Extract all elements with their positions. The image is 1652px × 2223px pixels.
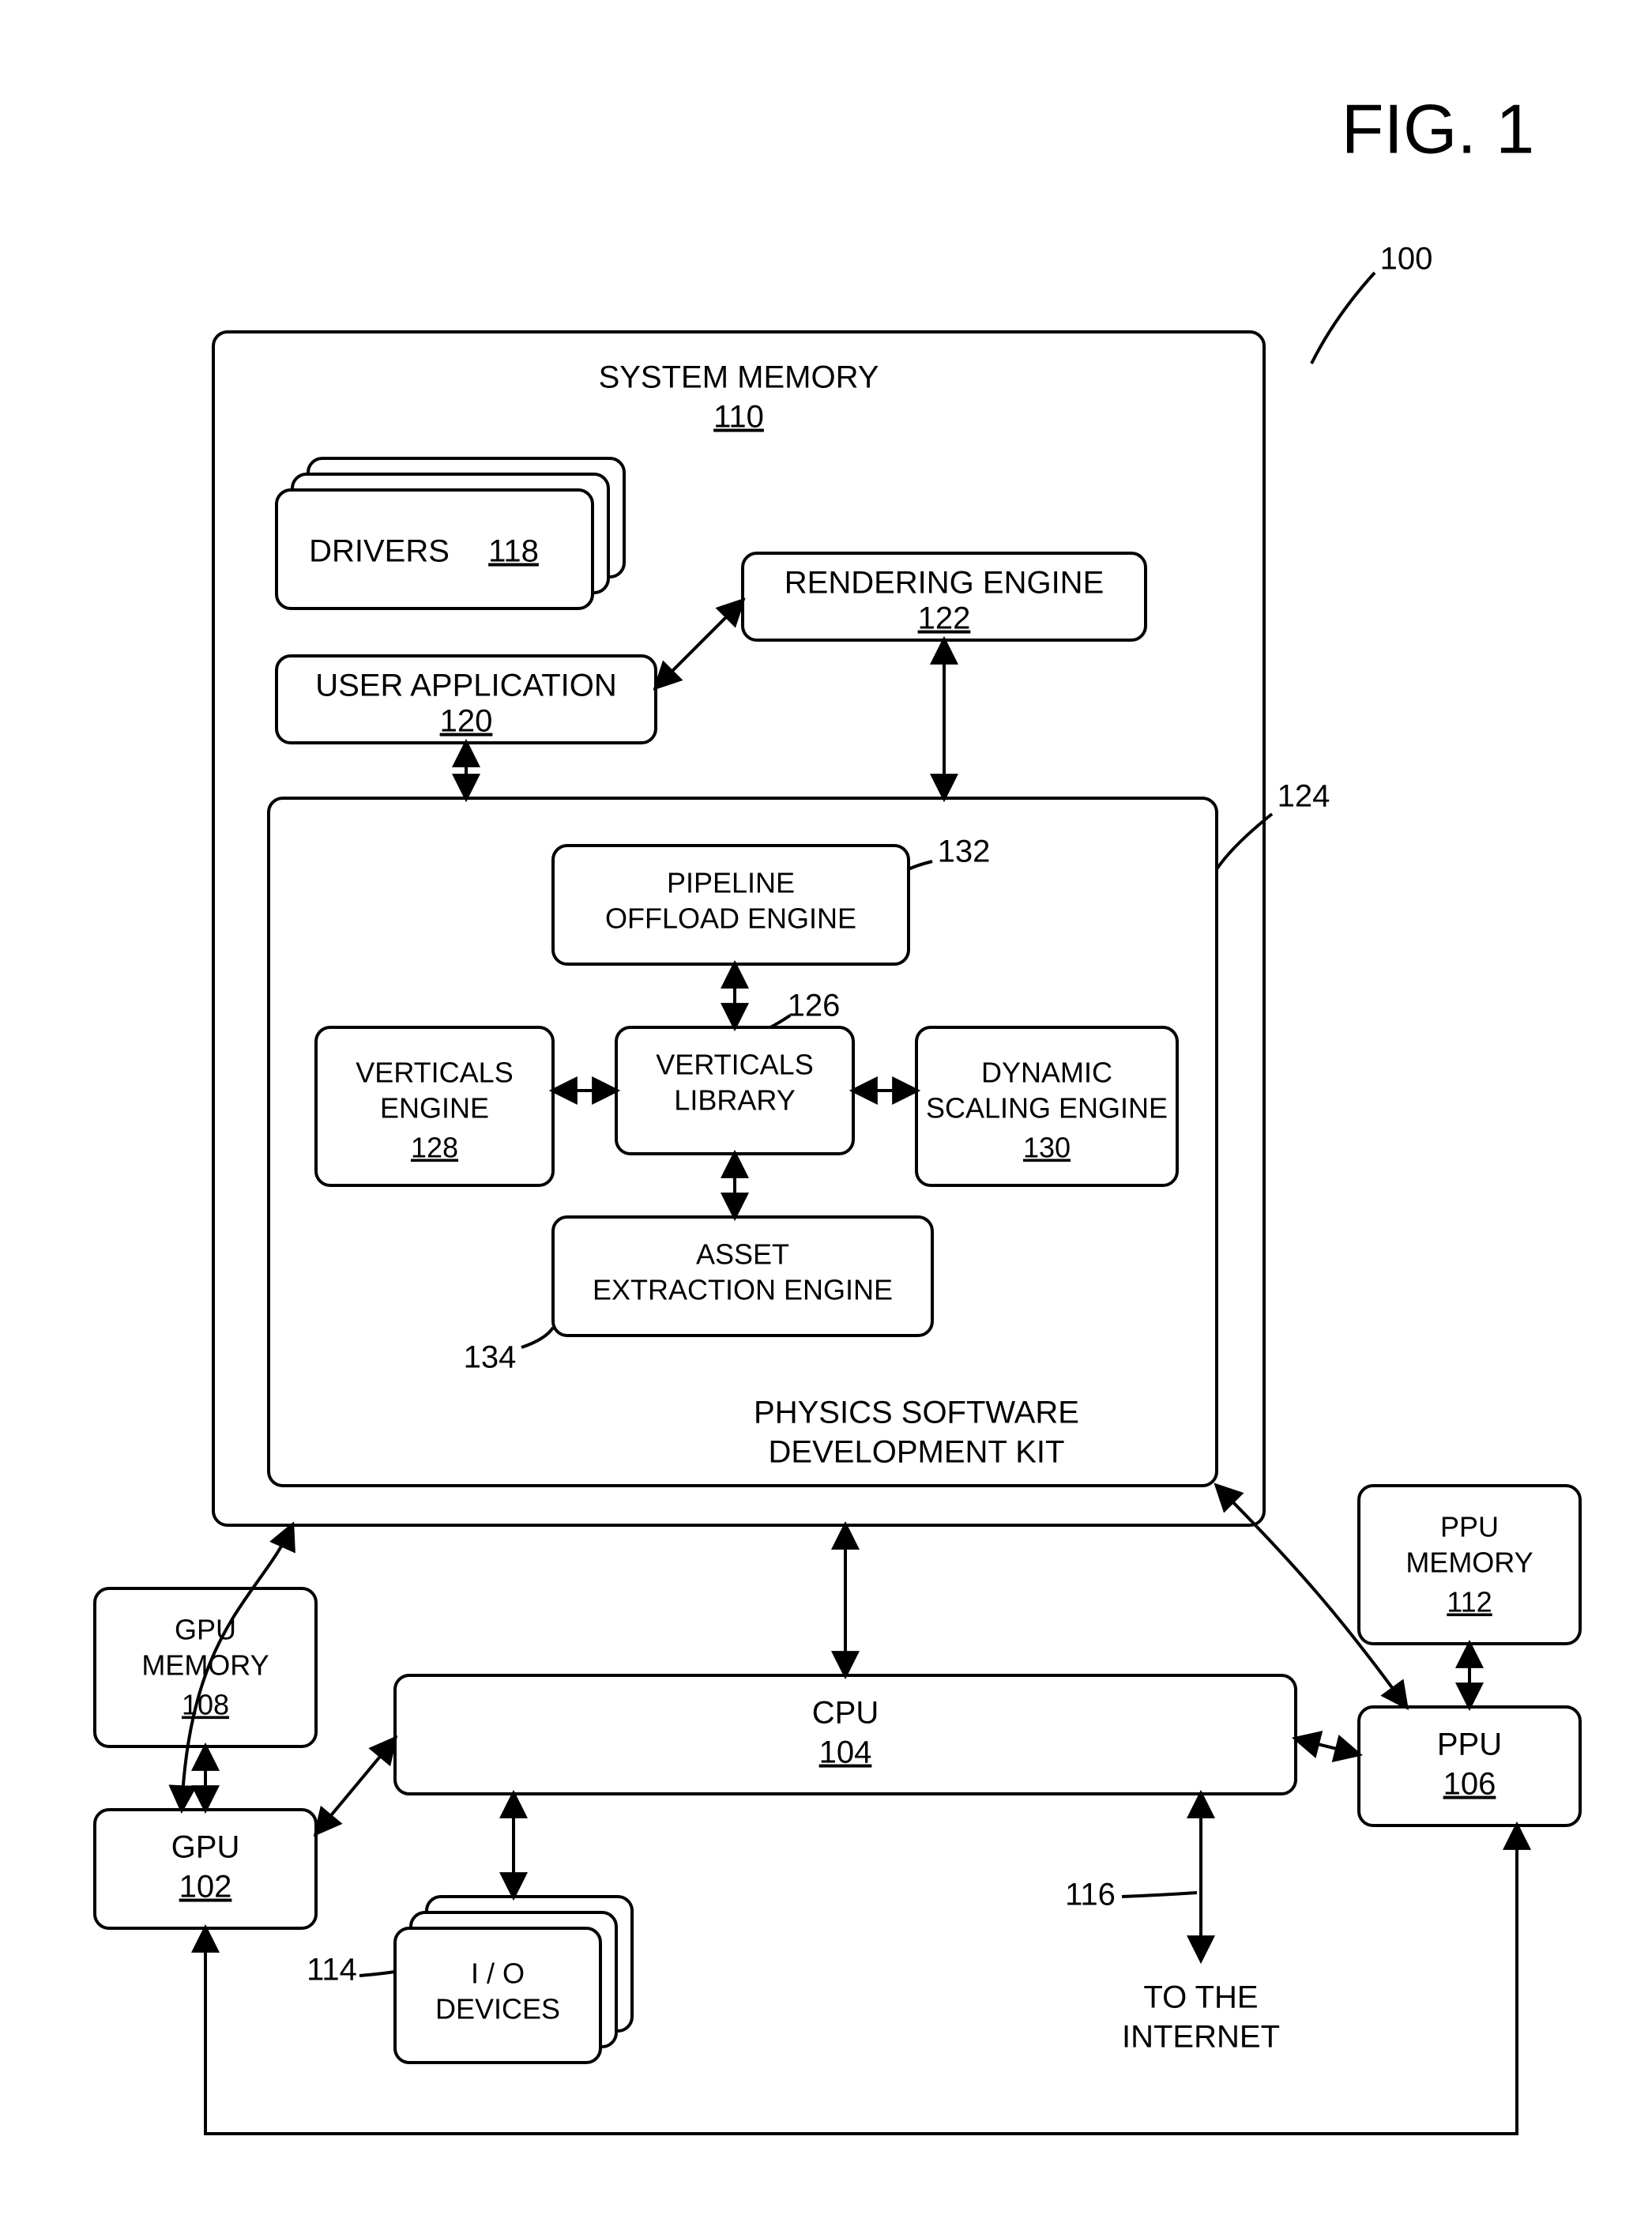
diagram-canvas: FIG. 1 100 SYSTEM MEMORY 110 DRIVERS 118… [0,0,1652,2223]
drivers-title: DRIVERS [309,534,450,569]
system-memory-num: 110 [713,400,764,435]
aee-num: 134 [464,1340,517,1375]
system-ref: 100 [1380,242,1433,277]
dse-num: 130 [1023,1132,1071,1164]
dse-t1: DYNAMIC [981,1057,1112,1089]
cpu-title: CPU [812,1696,879,1731]
dse-t2: SCALING ENGINE [926,1092,1168,1125]
svg-text:DEVICES: DEVICES [435,1993,560,2025]
user-application-num: 120 [440,704,493,739]
pipeline-offload-num: 132 [938,835,991,869]
drivers-stack: DRIVERS 118 [277,458,624,608]
user-application-title: USER APPLICATION [315,669,617,703]
svg-text:TO THE: TO THE [1143,1980,1258,2015]
cpu-num: 104 [819,1735,872,1770]
io-num: 114 [307,1953,357,1988]
rendering-engine-num: 122 [918,601,971,636]
pipeline-offload-t2: OFFLOAD ENGINE [605,902,856,935]
rendering-engine-title: RENDERING ENGINE [785,566,1104,601]
aee-t1: ASSET [696,1238,789,1271]
figure-label: FIG. 1 [1342,89,1535,168]
svg-text:INTERNET: INTERNET [1122,2020,1280,2055]
ppu-memory-num: 112 [1447,1586,1492,1618]
internet-num: 116 [1065,1878,1116,1912]
svg-text:I / O: I / O [471,1957,525,1990]
vlib-num: 126 [788,989,841,1023]
gpu-memory-num: 108 [182,1689,229,1721]
svg-text:PPU: PPU [1440,1511,1499,1543]
veng-num: 128 [411,1132,458,1164]
leader-116 [1122,1893,1197,1897]
gpu-num: 102 [179,1870,232,1905]
system-memory-title: SYSTEM MEMORY [599,360,879,395]
veng-t1: VERTICALS [356,1057,513,1089]
leader-114 [359,1972,395,1976]
svg-text:MEMORY: MEMORY [1406,1547,1533,1579]
ppu-title: PPU [1437,1728,1502,1762]
io-devices-stack: I / O DEVICES [395,1897,632,2063]
veng-t2: ENGINE [380,1092,489,1125]
conn-cpu-gpu [316,1739,395,1833]
sdk-title-1: PHYSICS SOFTWARE [754,1396,1079,1430]
pipeline-offload-t1: PIPELINE [667,867,795,899]
sdk-title-2: DEVELOPMENT KIT [769,1435,1065,1470]
leader-100 [1311,273,1375,364]
aee-t2: EXTRACTION ENGINE [593,1274,893,1306]
sdk-num: 124 [1278,779,1330,814]
vlib-t2: LIBRARY [674,1084,795,1117]
conn-cpu-ppu [1296,1739,1359,1754]
gpu-title: GPU [171,1830,240,1865]
vlib-t1: VERTICALS [656,1049,813,1081]
drivers-num: 118 [488,534,539,569]
ppu-num: 106 [1443,1767,1496,1802]
